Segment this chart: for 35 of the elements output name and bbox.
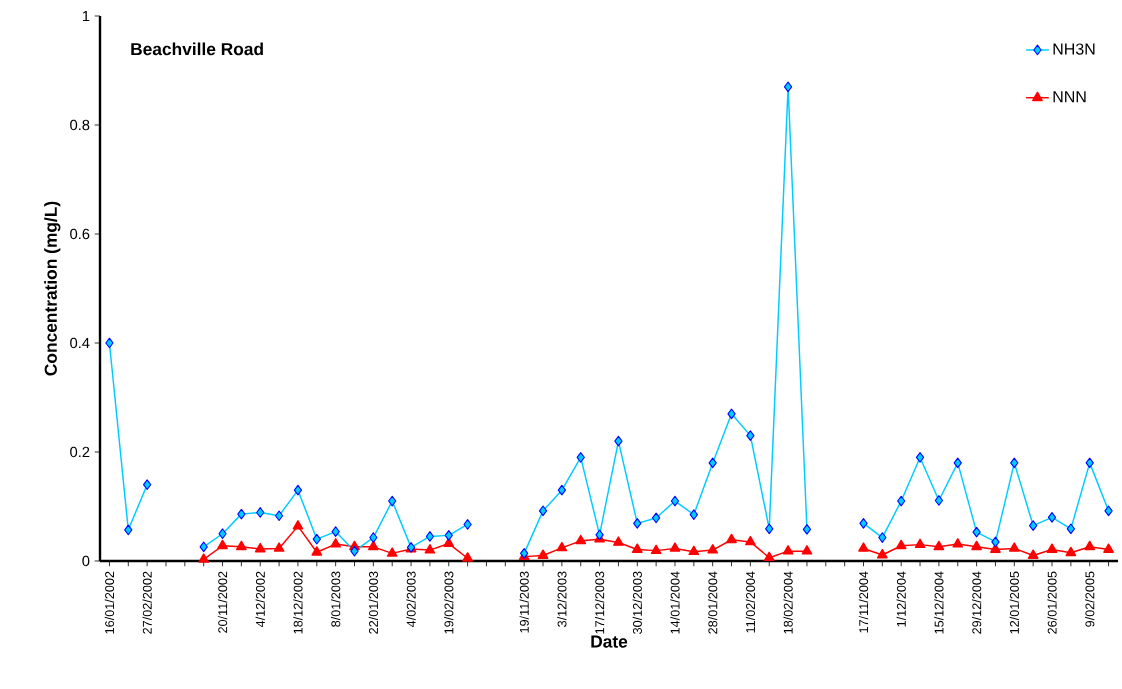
x-tick-label: 14/01/2004 bbox=[670, 571, 680, 634]
x-tick-label: 30/12/2003 bbox=[632, 571, 642, 634]
x-tick-label: 29/12/2004 bbox=[971, 571, 982, 634]
y-tick-label: 0.2 bbox=[70, 446, 90, 458]
legend-label: NNN bbox=[1053, 91, 1086, 103]
x-tick-label: 22/01/2003 bbox=[368, 571, 379, 634]
x-tick-label: 17/12/2003 bbox=[594, 571, 605, 634]
x-tick-label: 19/02/2003 bbox=[444, 571, 454, 634]
x-tick-label: 18/02/2004 bbox=[783, 571, 793, 634]
x-tick-label: 19/11/2003 bbox=[519, 571, 529, 633]
x-axis-title: Date bbox=[591, 635, 628, 648]
x-tick-label: 11/02/2004 bbox=[745, 571, 756, 633]
x-tick-label: 12/01/2005 bbox=[1009, 571, 1019, 634]
text: Beachville Road bbox=[131, 42, 263, 56]
y-tick-label: 0.6 bbox=[70, 228, 90, 240]
x-tick-label: 28/01/2004 bbox=[708, 571, 718, 634]
y-tick-label: 0 bbox=[82, 555, 90, 567]
x-tick-label: 17/11/2004 bbox=[858, 571, 869, 633]
x-tick-label: 27/02/2002 bbox=[142, 571, 152, 634]
x-tick-label: 20/11/2002 bbox=[217, 571, 228, 633]
x-tick-label: 18/12/2002 bbox=[293, 571, 303, 634]
y-tick-label: 0.4 bbox=[70, 337, 90, 349]
x-tick-label: 8/01/2003 bbox=[331, 571, 341, 627]
x-tick-label: 15/12/2004 bbox=[934, 571, 944, 634]
y-tick-label: 0.8 bbox=[70, 119, 90, 131]
x-tick-label: 4/02/2003 bbox=[406, 571, 416, 628]
y-axis-title: Concentration (mg/L) bbox=[44, 201, 61, 376]
x-tick-label: 9/02/2005 bbox=[1085, 571, 1095, 627]
x-tick-label: 4/12/2002 bbox=[255, 571, 265, 628]
x-tick-label: 16/01/2002 bbox=[104, 571, 115, 634]
y-tick-label: 1 bbox=[82, 10, 90, 22]
x-tick-label: 26/01/2005 bbox=[1047, 571, 1057, 634]
legend-label: NH3N bbox=[1053, 43, 1095, 55]
x-tick-label: 3/12/2003 bbox=[557, 571, 567, 627]
x-tick-label: 1/12/2004 bbox=[896, 571, 906, 627]
